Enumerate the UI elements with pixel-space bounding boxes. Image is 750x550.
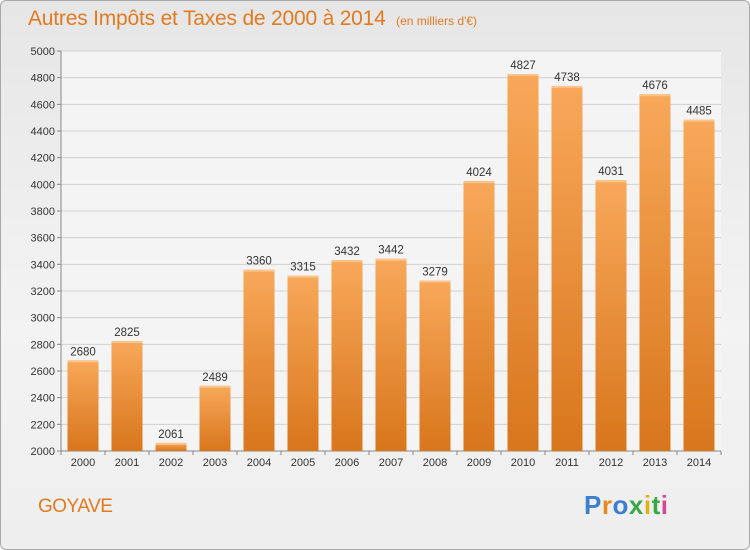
data-label: 2825 <box>114 327 140 339</box>
y-tick-label: 3200 <box>31 286 55 298</box>
data-label: 4024 <box>466 167 492 179</box>
bar-highlight <box>639 94 671 97</box>
bar <box>683 119 715 452</box>
data-label: 2489 <box>202 372 228 384</box>
data-label: 4031 <box>598 166 624 178</box>
x-tick-label: 2001 <box>115 457 139 469</box>
y-tick-label: 3600 <box>31 233 55 245</box>
bar <box>331 260 363 451</box>
bar-highlight <box>551 85 583 88</box>
chart-title: Autres Impôts et Taxes de 2000 à 2014 <box>28 7 386 30</box>
data-label: 3432 <box>334 246 360 258</box>
bar-highlight <box>155 442 187 445</box>
bar-highlight <box>463 181 495 184</box>
data-label: 3360 <box>246 256 272 268</box>
bar-highlight <box>595 180 627 183</box>
y-tick-label: 2800 <box>31 339 55 351</box>
title-row: Autres Impôts et Taxes de 2000 à 2014 (e… <box>28 7 477 31</box>
x-tick-label: 2003 <box>203 457 227 469</box>
data-label: 3279 <box>422 266 448 278</box>
y-tick-label: 2400 <box>31 393 55 405</box>
data-label: 4827 <box>510 60 536 72</box>
bar <box>67 360 99 451</box>
bar-highlight <box>243 269 275 272</box>
y-tick-label: 4000 <box>31 179 55 191</box>
bar-highlight <box>67 360 99 363</box>
bar <box>243 269 275 451</box>
commune-name: GOYAVE <box>38 496 113 517</box>
logo-letter: x <box>628 490 644 520</box>
bar <box>199 385 231 451</box>
y-tick-label: 4800 <box>31 73 55 85</box>
data-label: 3315 <box>290 262 316 274</box>
bar <box>419 280 451 451</box>
data-label: 3442 <box>378 245 404 257</box>
bar <box>551 85 583 451</box>
bar-highlight <box>287 275 319 278</box>
bar <box>507 74 539 452</box>
bar-highlight <box>111 341 143 343</box>
bar <box>155 442 187 451</box>
bar-highlight <box>331 260 363 263</box>
x-tick-label: 2002 <box>159 457 183 469</box>
bar-highlight <box>507 74 539 77</box>
bar-highlight <box>419 280 451 283</box>
logo-letter: i <box>660 490 669 520</box>
x-tick-label: 2005 <box>291 457 315 469</box>
logo-letter: P <box>584 490 602 520</box>
x-tick-label: 2004 <box>247 457 271 469</box>
y-tick-label: 4600 <box>31 99 55 111</box>
y-tick-label: 3400 <box>31 259 55 271</box>
y-tick-label: 4200 <box>31 153 55 165</box>
bar <box>463 181 495 451</box>
x-tick-label: 2011 <box>555 457 579 469</box>
data-label: 4676 <box>642 80 668 92</box>
y-tick-label: 2200 <box>31 419 55 431</box>
logo-letter: t <box>651 490 661 520</box>
data-label: 2061 <box>158 429 184 441</box>
bar-highlight <box>375 258 407 261</box>
x-tick-label: 2012 <box>599 457 623 469</box>
bar <box>595 180 627 451</box>
logo-letter: r <box>601 490 613 520</box>
data-label: 4485 <box>686 106 712 118</box>
y-tick-label: 5000 <box>31 46 55 58</box>
bar <box>375 258 407 451</box>
y-tick-label: 2000 <box>31 446 55 458</box>
bar <box>111 341 143 451</box>
unit-note: (en milliers d'€) <box>396 14 478 28</box>
logo-letter: o <box>612 490 629 520</box>
x-tick-label: 2010 <box>511 457 535 469</box>
x-tick-label: 2008 <box>423 457 447 469</box>
y-tick-label: 2600 <box>31 366 55 378</box>
bar <box>639 94 671 451</box>
logo-letter: i <box>643 490 652 520</box>
x-tick-label: 2006 <box>335 457 359 469</box>
x-tick-label: 2014 <box>687 457 711 469</box>
y-tick-label: 4400 <box>31 126 55 138</box>
bar <box>287 275 319 451</box>
bar-highlight <box>199 385 231 388</box>
x-tick-label: 2007 <box>379 457 403 469</box>
y-tick-label: 3800 <box>31 206 55 218</box>
x-tick-label: 2013 <box>643 457 667 469</box>
x-tick-label: 2000 <box>71 457 95 469</box>
x-tick-label: 2009 <box>467 457 491 469</box>
data-label: 4738 <box>554 72 580 84</box>
proxiti-logo: Proxiti <box>584 490 668 521</box>
y-tick-label: 3000 <box>31 313 55 325</box>
data-label: 2680 <box>70 346 96 358</box>
bar-highlight <box>683 119 715 122</box>
